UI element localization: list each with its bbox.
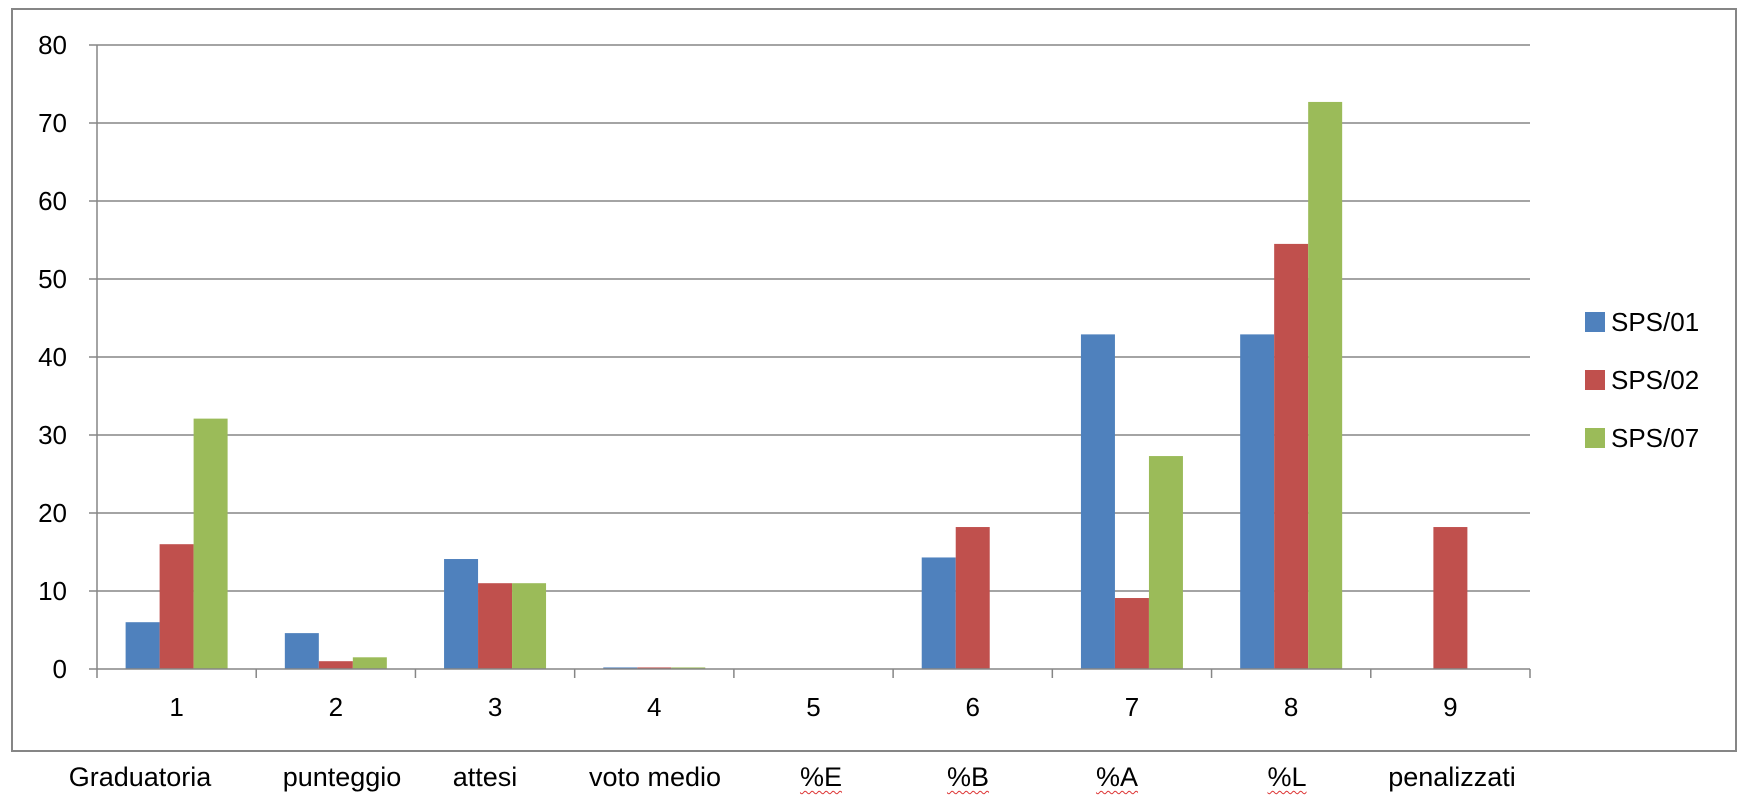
legend-label: SPS/01 [1611,307,1699,337]
bottom-label-pct-e: %E [799,762,843,792]
bottom-label-pct-b: %B [946,762,990,792]
bar-sps-07-7 [1148,456,1183,669]
bar-sps-07-4 [671,667,706,669]
x-tick-label: 6 [965,692,979,722]
bar-sps-01-7 [1080,334,1115,669]
x-tick-label: 5 [806,692,820,722]
legend: SPS/01 SPS/02 SPS/07 [1585,307,1699,453]
bar-sps-01-1 [125,622,160,669]
legend-label: SPS/07 [1611,423,1699,453]
bar-sps-02-2 [318,661,353,669]
bar-sps-01-4 [603,667,638,669]
bar-sps-02-8 [1274,243,1309,669]
x-tick-label: 8 [1284,692,1298,722]
bar-sps-02-3 [478,583,513,669]
bar-sps-02-9 [1433,527,1468,669]
bar-sps-01-3 [444,559,479,669]
x-tick-label: 1 [169,692,183,722]
legend-swatch [1585,370,1605,390]
gridlines [97,44,1530,592]
bar-sps-01-2 [284,633,319,669]
bar-sps-07-1 [193,418,228,669]
x-tick-label: 2 [329,692,343,722]
x-tick-label: 9 [1443,692,1457,722]
y-tick-label: 40 [38,342,67,372]
bottom-label-voto-medio: voto medio [588,762,722,792]
legend-swatch [1585,428,1605,448]
bar-sps-07-2 [352,657,387,669]
axes: 0 10 20 30 40 50 60 70 80 1 2 3 4 5 6 7 8 9 [38,30,1531,722]
bottom-label-punteggio: punteggio [282,762,402,792]
y-tick-label: 80 [38,30,67,60]
bottom-label-pct-l: %L [1267,762,1307,792]
bottom-label-attesi: attesi [452,762,518,792]
bar-sps-02-7 [1114,598,1149,669]
y-tick-label: 30 [38,420,67,450]
x-tick-label: 7 [1125,692,1139,722]
bar-sps-02-1 [159,544,194,669]
chart-frame [11,8,1737,752]
y-tick-label: 10 [38,576,67,606]
bar-sps-07-3 [512,583,547,669]
x-tick-label: 4 [647,692,661,722]
bottom-label-graduatoria: Graduatoria [68,762,212,792]
bar-sps-07-8 [1308,101,1343,669]
y-tick-label: 20 [38,498,67,528]
bar-sps-02-6 [955,527,990,669]
bar-sps-01-8 [1240,334,1275,669]
y-tick-label: 0 [53,654,67,684]
legend-swatch [1585,312,1605,332]
bar-sps-01-6 [921,557,956,669]
bar-sps-02-4 [637,667,672,669]
legend-label: SPS/02 [1611,365,1699,395]
y-tick-label: 70 [38,108,67,138]
y-tick-label: 50 [38,264,67,294]
bars [125,101,1468,669]
y-tick-label: 60 [38,186,67,216]
bottom-label-pct-a: %A [1095,762,1139,792]
bottom-label-penalizzati: penalizzati [1388,762,1516,792]
x-tick-label: 3 [488,692,502,722]
